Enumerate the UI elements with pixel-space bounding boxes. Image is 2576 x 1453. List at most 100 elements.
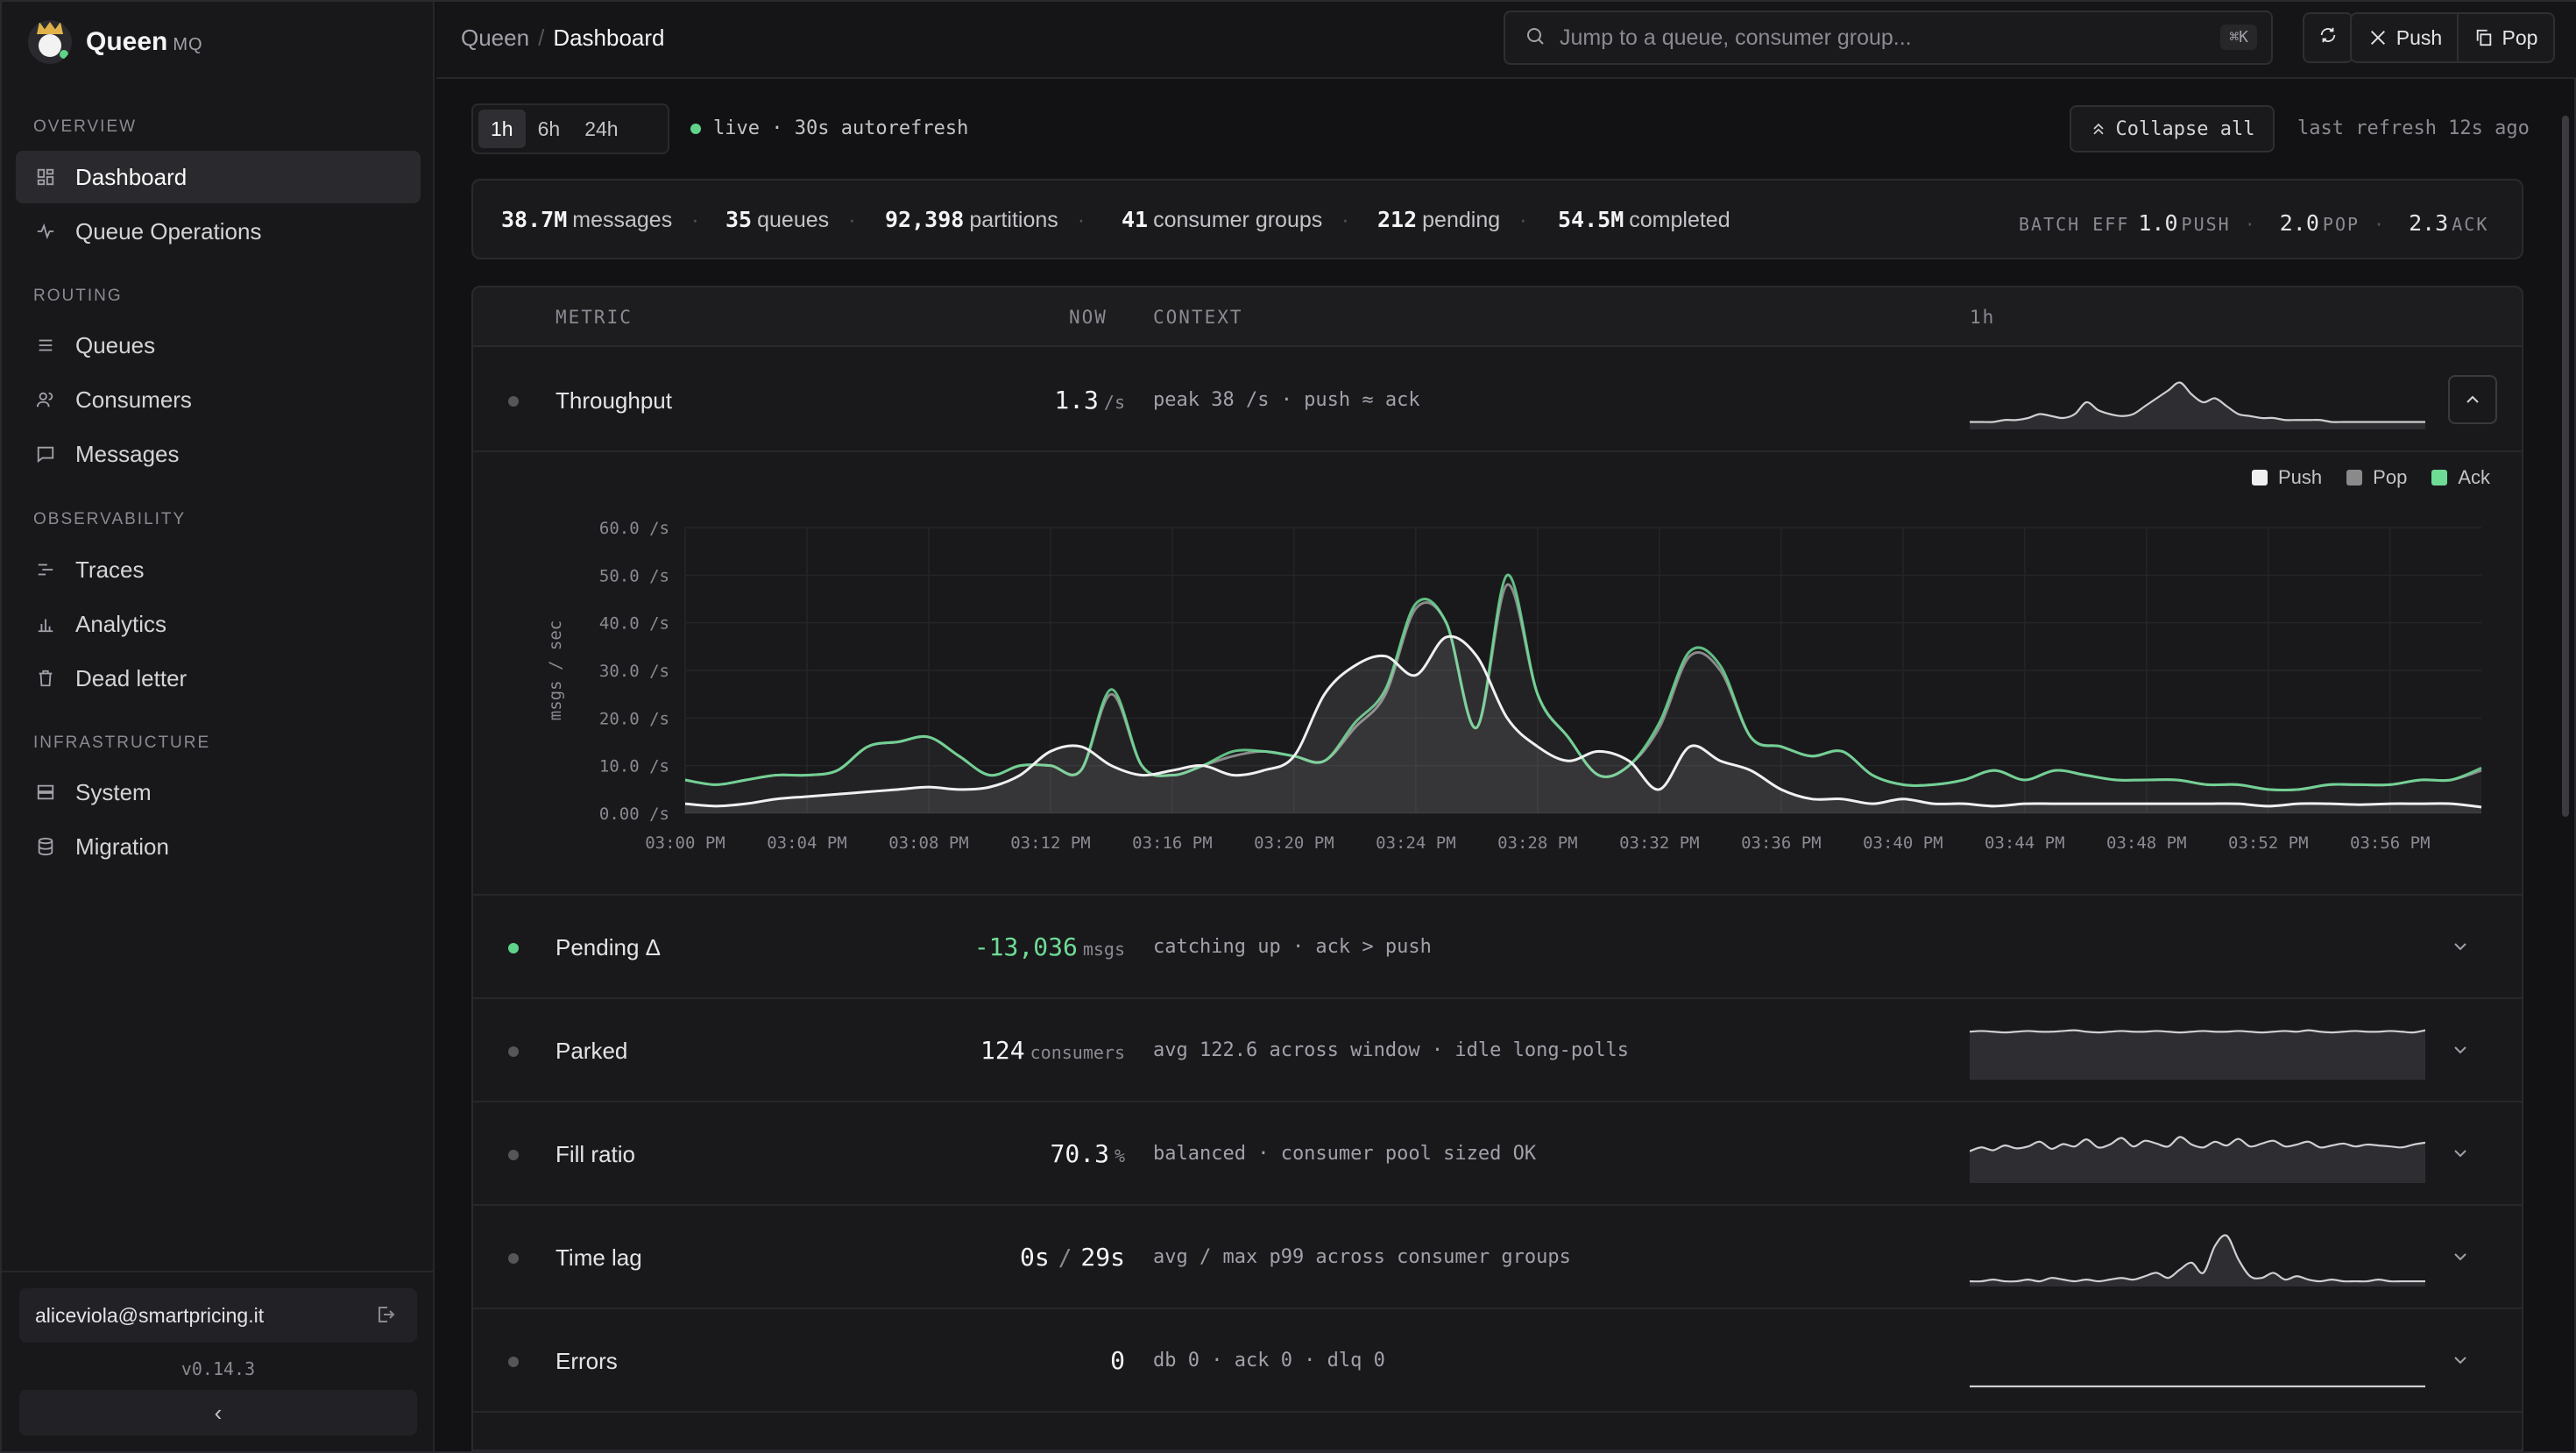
sidebar-item-traces[interactable]: Traces — [16, 543, 421, 596]
stat-partitions: 92,398 partitions · — [885, 207, 1086, 232]
x-tick-label: 03:52 PM — [2228, 833, 2309, 853]
search-box[interactable]: ⌘K — [1504, 11, 2273, 65]
list-icon — [35, 335, 56, 356]
series-area-push — [685, 636, 2481, 813]
copy-icon — [2474, 28, 2494, 47]
stat-value: 54.5M — [1558, 207, 1624, 232]
legend-label: Pop — [2373, 466, 2408, 488]
sparkline-parked — [1970, 1029, 2425, 1080]
x-tick-label: 03:36 PM — [1741, 833, 1822, 853]
sparkline-line — [1970, 1136, 2425, 1152]
stat-value: 41 — [1122, 207, 1149, 232]
sidebar-item-queue-operations[interactable]: Queue Operations — [16, 205, 421, 258]
value-avg: 0s — [1020, 1243, 1050, 1272]
range-option-6h[interactable]: 6h — [537, 117, 561, 140]
sidebar-item-label: Queues — [75, 331, 156, 358]
time-range-selector: 1h 6h 24h — [471, 103, 669, 154]
message-icon — [35, 443, 56, 464]
metric-context: balanced · consumer pool sized OK — [1153, 1143, 1537, 1165]
range-option-1h[interactable]: 1h — [478, 110, 526, 148]
chevron-down-icon[interactable] — [2450, 1246, 2473, 1269]
sidebar-item-dashboard[interactable]: Dashboard — [16, 151, 421, 203]
logout-icon[interactable] — [375, 1304, 398, 1327]
sparkline-line — [1970, 381, 2425, 423]
stat-completed: 54.5M completed — [1558, 207, 1730, 233]
collapse-sidebar-button[interactable]: ‹ — [19, 1390, 417, 1435]
chevron-down-icon[interactable] — [2450, 936, 2473, 959]
stat-pending: 212 pending · — [1377, 207, 1527, 232]
metric-row-pending-delta[interactable]: Pending Δ -13,036 msgs catching up · ack … — [473, 896, 2522, 999]
x-tick-label: 03:08 PM — [888, 833, 969, 853]
server-icon — [35, 782, 56, 803]
legend-label: Push — [2278, 466, 2323, 488]
push-button[interactable]: Push — [2350, 12, 2460, 63]
chevron-down-icon[interactable] — [2450, 1039, 2473, 1062]
batch-push-value: 1.0 — [2138, 210, 2178, 236]
search-input[interactable] — [1560, 25, 2208, 51]
sidebar-item-messages[interactable]: Messages — [16, 428, 421, 480]
chevron-down-icon[interactable] — [2450, 1350, 2473, 1372]
refresh-button[interactable] — [2303, 12, 2353, 63]
dashboard-main: 1h 6h 24h live · 30s autorefresh Collaps… — [436, 81, 2576, 1451]
metric-context: db 0 · ack 0 · dlq 0 — [1153, 1350, 1385, 1371]
brand-suffix: MQ — [173, 34, 203, 54]
stat-label: consumer groups — [1153, 208, 1323, 232]
sidebar-item-queues[interactable]: Queues — [16, 319, 421, 372]
value-number: 124 — [980, 1036, 1025, 1065]
scrollbar[interactable] — [2562, 116, 2569, 817]
metric-row-parked[interactable]: Parked 124 consumers avg 122.6 across win… — [473, 999, 2522, 1102]
metric-value: 0 — [1110, 1346, 1125, 1375]
y-tick-label: 60.0 /s — [599, 519, 669, 538]
stat-queues: 35 queues · — [725, 207, 856, 232]
sidebar-item-dead-letter[interactable]: Dead letter — [16, 652, 421, 705]
metric-row-errors[interactable]: Errors 0 db 0 · ack 0 · dlq 0 — [473, 1309, 2522, 1413]
value-number: -13,036 — [973, 932, 1078, 961]
sidebar-item-migration[interactable]: Migration — [16, 820, 421, 873]
status-dot-icon — [508, 1150, 519, 1160]
metric-label: Throughput — [556, 387, 672, 414]
section-title-overview: OVERVIEW — [33, 117, 138, 136]
x-tick-label: 03:32 PM — [1619, 833, 1700, 853]
batch-eff-label: BATCH EFF — [2019, 214, 2130, 235]
stat-consumer-groups: 41 consumer groups · — [1122, 207, 1349, 232]
sidebar: Queen MQ OVERVIEW Dashboard Queue Operat… — [2, 2, 435, 1451]
sparkline-line — [1970, 1029, 2425, 1034]
sidebar-item-analytics[interactable]: Analytics — [16, 598, 421, 650]
x-tick-label: 03:56 PM — [2350, 833, 2431, 853]
value-separator: / — [1058, 1245, 1072, 1272]
legend-item-push[interactable]: Push — [2252, 466, 2322, 489]
sidebar-item-consumers[interactable]: Consumers — [16, 373, 421, 426]
breadcrumb-root[interactable]: Queen — [461, 25, 530, 51]
legend-item-ack[interactable]: Ack — [2431, 466, 2490, 489]
metric-context: avg / max p99 across consumer groups — [1153, 1246, 1571, 1268]
collapse-row-button[interactable] — [2448, 375, 2497, 424]
status-dot-icon — [508, 396, 519, 407]
batch-ack-label: ACK — [2452, 214, 2489, 235]
brand[interactable]: Queen MQ — [28, 18, 203, 67]
chevron-down-icon[interactable] — [2450, 1143, 2473, 1166]
sidebar-item-system[interactable]: System — [16, 766, 421, 819]
value-unit: % — [1114, 1145, 1125, 1166]
range-option-24h[interactable]: 24h — [584, 117, 619, 140]
metrics-table: METRIC NOW CONTEXT 1h Throughput 1.3/s p… — [471, 286, 2523, 1451]
stat-label: pending — [1422, 208, 1501, 232]
trash-icon — [35, 668, 56, 689]
status-dot-icon — [508, 943, 519, 953]
trace-icon — [35, 559, 56, 580]
pop-button[interactable]: Pop — [2457, 12, 2555, 63]
user-menu[interactable]: aliceviola@smartpricing.it — [19, 1288, 417, 1343]
header-context: CONTEXT — [1153, 307, 1243, 328]
metric-value: -13,036 msgs — [974, 932, 1125, 961]
metric-row-time-lag[interactable]: Time lag 0s / 29s avg / max p99 across con… — [473, 1206, 2522, 1309]
metric-row-throughput[interactable]: Throughput 1.3/s peak 38 /s · push ≈ ack — [473, 349, 2522, 452]
stat-messages: 38.7M messages · — [501, 207, 699, 232]
stat-value: 35 — [725, 207, 753, 232]
metric-row-fill-ratio[interactable]: Fill ratio 70.3% balanced · consumer poo… — [473, 1102, 2522, 1206]
dashboard-icon — [35, 167, 56, 188]
collapse-all-button[interactable]: Collapse all — [2070, 105, 2275, 152]
legend-item-pop[interactable]: Pop — [2346, 466, 2407, 489]
x-tick-label: 03:12 PM — [1010, 833, 1091, 853]
sidebar-item-label: Analytics — [75, 610, 167, 637]
chart-legend: Push Pop Ack — [2227, 466, 2490, 489]
